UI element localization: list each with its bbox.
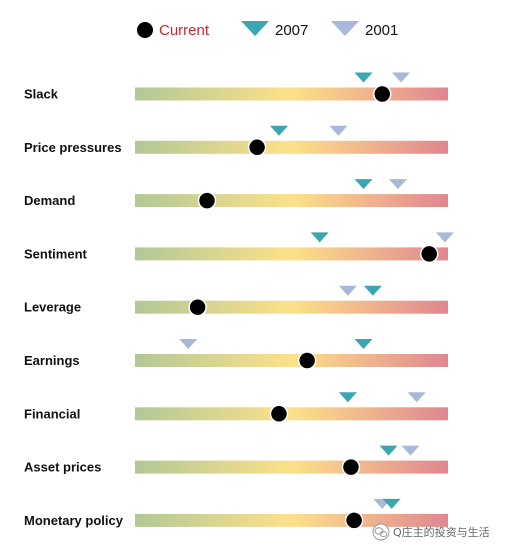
legend-label: Current <box>159 22 210 39</box>
marker-2007 <box>354 72 373 83</box>
indicator-row: Financial <box>24 392 448 424</box>
row-label: Earnings <box>24 353 80 368</box>
row-label: Sentiment <box>24 246 88 261</box>
marker-2001 <box>401 445 420 456</box>
marker-2001 <box>329 125 348 136</box>
row-label: Slack <box>24 87 59 102</box>
marker-2001 <box>338 285 357 296</box>
gradient-bar <box>135 140 448 154</box>
legend-item-y2007: 2007 <box>241 21 308 39</box>
marker-current <box>188 297 207 317</box>
indicator-row: Asset prices <box>24 445 448 477</box>
watermark: Q庄主的投资与生活 <box>372 523 490 541</box>
legend-marker-triangle <box>331 21 359 36</box>
gradient-bar <box>135 87 448 101</box>
marker-current <box>419 244 439 264</box>
gradient-bar <box>135 513 448 527</box>
gradient-bar <box>135 300 448 314</box>
marker-current <box>197 191 217 210</box>
legend-item-current: Current <box>137 22 210 39</box>
legend-label: 2001 <box>365 22 398 39</box>
marker-2001 <box>407 392 426 403</box>
marker-current <box>344 511 364 530</box>
gradient-bar <box>135 407 448 421</box>
marker-2001 <box>179 339 198 349</box>
legend: Current 2007 2001 <box>137 21 398 39</box>
row-label: Price pressures <box>24 140 122 155</box>
gradient-bar <box>135 247 448 261</box>
gradient-bar <box>135 460 448 474</box>
marker-2007 <box>354 179 373 190</box>
indicator-row: Slack <box>24 72 448 104</box>
legend-item-y2001: 2001 <box>331 21 398 39</box>
row-label: Financial <box>24 406 80 421</box>
indicator-rows: Slack Price pressures Demand Sentiment Lever… <box>24 72 454 530</box>
marker-current <box>269 404 289 424</box>
marker-current <box>247 138 267 157</box>
indicator-row: Leverage <box>24 285 448 317</box>
marker-2007 <box>382 498 401 509</box>
watermark-text: Q庄主的投资与生活 <box>393 525 490 539</box>
marker-2007 <box>269 125 288 136</box>
marker-current <box>373 84 392 104</box>
row-label: Demand <box>24 193 75 208</box>
marker-2007 <box>354 339 373 349</box>
legend-marker-dot <box>137 22 153 38</box>
row-label: Monetary policy <box>24 513 124 528</box>
marker-2001 <box>435 232 454 243</box>
wechat-logo-icon <box>372 523 390 541</box>
indicator-row: Earnings <box>24 339 448 370</box>
marker-2001 <box>392 72 411 83</box>
gradient-bar <box>135 194 448 208</box>
marker-2001 <box>388 179 407 190</box>
gradient-bar <box>135 354 448 367</box>
marker-2007 <box>379 445 398 456</box>
indicator-row: Sentiment <box>24 232 454 264</box>
row-label: Asset prices <box>24 460 101 475</box>
indicator-row: Demand <box>24 179 448 210</box>
indicator-row: Price pressures <box>24 125 448 157</box>
marker-2007 <box>338 392 357 403</box>
marker-current <box>297 351 317 370</box>
indicator-row: Monetary policy <box>24 498 448 530</box>
marker-current <box>341 457 361 477</box>
row-label: Leverage <box>24 300 81 315</box>
legend-marker-triangle <box>241 21 269 36</box>
legend-label: 2007 <box>275 22 308 39</box>
marker-2007 <box>310 232 329 243</box>
marker-2007 <box>363 285 382 296</box>
